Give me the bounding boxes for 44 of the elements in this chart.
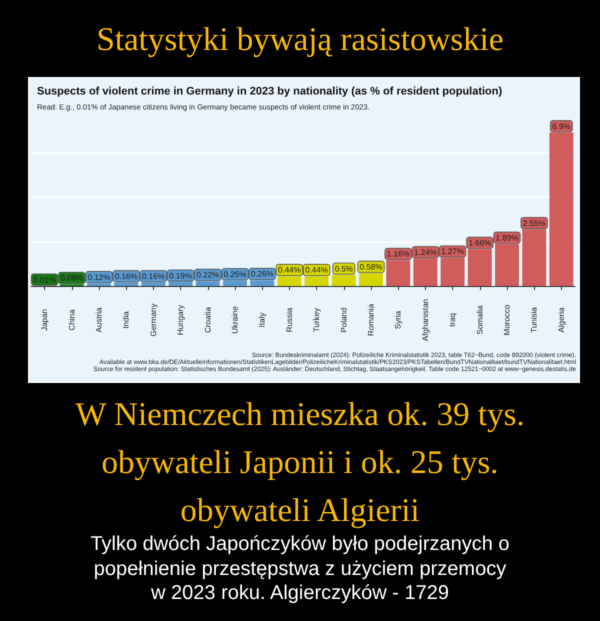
x-tick-label: Hungary xyxy=(176,304,186,336)
data-label: 1.24% xyxy=(414,248,437,257)
data-label: 1.16% xyxy=(386,250,410,259)
x-tick-label: Iraq xyxy=(448,313,458,327)
data-label: 0.01% xyxy=(33,275,56,284)
x-tick-label: Afghanistan xyxy=(420,298,430,342)
text: Statystyki bywają rasistowskie xyxy=(96,21,504,60)
data-label: 2.55% xyxy=(522,218,546,228)
data-label: 0.19% xyxy=(169,271,192,280)
x-tick-label: Turkey xyxy=(312,308,322,332)
data-label: 1.66% xyxy=(468,238,492,248)
x-tick-label: Syria xyxy=(394,310,403,330)
x-tick-label: Morocco xyxy=(502,304,512,336)
x-tick-label: Germany xyxy=(148,304,158,336)
data-label: 0.58% xyxy=(360,262,382,272)
data-label: 0.08% xyxy=(60,274,84,283)
x-tick-label: Croatia xyxy=(203,306,212,333)
data-label: 0.44% xyxy=(278,266,301,275)
x-tick-label: China xyxy=(67,309,76,330)
x-tick-label: Tunisia xyxy=(530,306,539,333)
data-label: 1.89% xyxy=(496,233,518,242)
x-tick-label: Italy xyxy=(258,312,267,328)
data-label: 0.12% xyxy=(88,272,110,282)
x-tick-label: Russia xyxy=(284,307,294,332)
text: Tylko dwóch Japończyków było podejrzanych o popełnienie przestępstwa z użyciem przemocy w 2023 roku. Algierczyków - 1729 xyxy=(89,532,511,606)
x-tick-label: Somalia xyxy=(475,305,484,334)
data-label: 0.5% xyxy=(334,264,353,274)
data-label: 1.27% xyxy=(441,247,464,256)
x-tick-label: Romania xyxy=(366,303,376,336)
data-label: 0.16% xyxy=(142,272,165,281)
data-label: 6.9% xyxy=(552,122,571,131)
x-tick-label: Ukraine xyxy=(230,306,240,334)
x-tick-label: India xyxy=(122,310,131,329)
data-label: 0.16% xyxy=(114,272,138,281)
x-tick-label: Japan xyxy=(40,309,50,331)
data-label: 0.26% xyxy=(250,270,274,279)
data-label: 0.44% xyxy=(305,266,328,275)
data-label: 0.22% xyxy=(196,270,220,280)
x-tick-label: Poland xyxy=(339,308,348,332)
data-label: 0.25% xyxy=(224,270,246,279)
x-tick-label: Algeria xyxy=(556,307,566,332)
text: W Niemczech mieszka ok. 39 tys. obywateli Japonii i ok. 25 tys. obywateli Algierii xyxy=(75,397,525,529)
x-tick-label: Austria xyxy=(94,307,104,332)
chart-title: Suspects of violent crime in Germany in 2023 by nationality (as % of resident population) xyxy=(37,86,502,98)
